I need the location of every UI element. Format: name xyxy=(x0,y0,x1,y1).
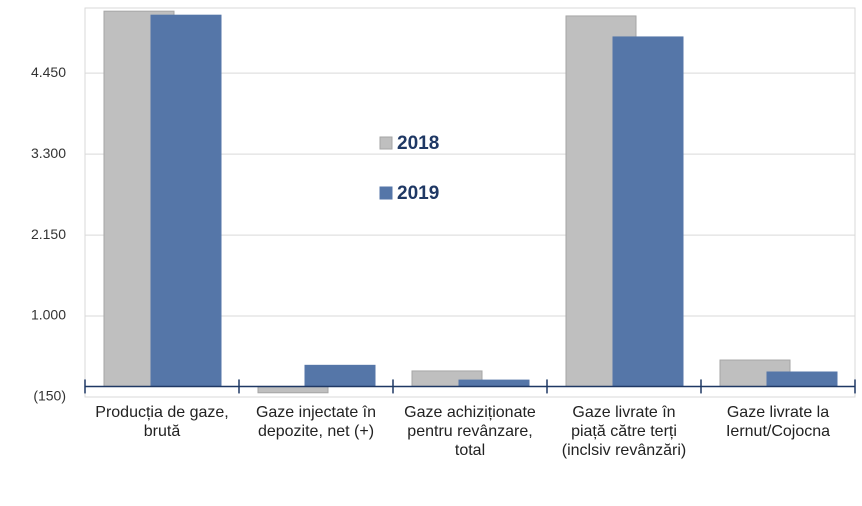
x-tick-label: Producția de gaze, brută xyxy=(95,404,229,440)
y-tick-label: 4.450 xyxy=(31,64,66,80)
y-tick-label: 1.000 xyxy=(31,307,66,323)
y-tick-label: 2.150 xyxy=(31,226,66,242)
x-tick-label: Gaze injectate în depozite, net (+) xyxy=(255,404,377,440)
bar xyxy=(257,385,329,394)
y-tick-label: (150) xyxy=(33,388,66,404)
x-tick-label: Gaze achiziționate pentru revânzare, tot… xyxy=(404,404,536,459)
bar xyxy=(458,379,530,387)
bar xyxy=(612,36,684,387)
y-tick-label: 3.300 xyxy=(31,145,66,161)
bar xyxy=(304,364,376,387)
legend-label: 2019 xyxy=(397,183,439,204)
x-tick-label: Gaze livrate la Iernut/Cojocna xyxy=(725,404,831,440)
legend-label: 2018 xyxy=(397,133,439,154)
bar xyxy=(150,14,222,387)
bar xyxy=(766,371,838,387)
legend-swatch xyxy=(379,186,393,200)
legend-swatch xyxy=(379,136,393,150)
x-tick-label: Gaze livrate în piață către terți (incls… xyxy=(561,404,687,459)
